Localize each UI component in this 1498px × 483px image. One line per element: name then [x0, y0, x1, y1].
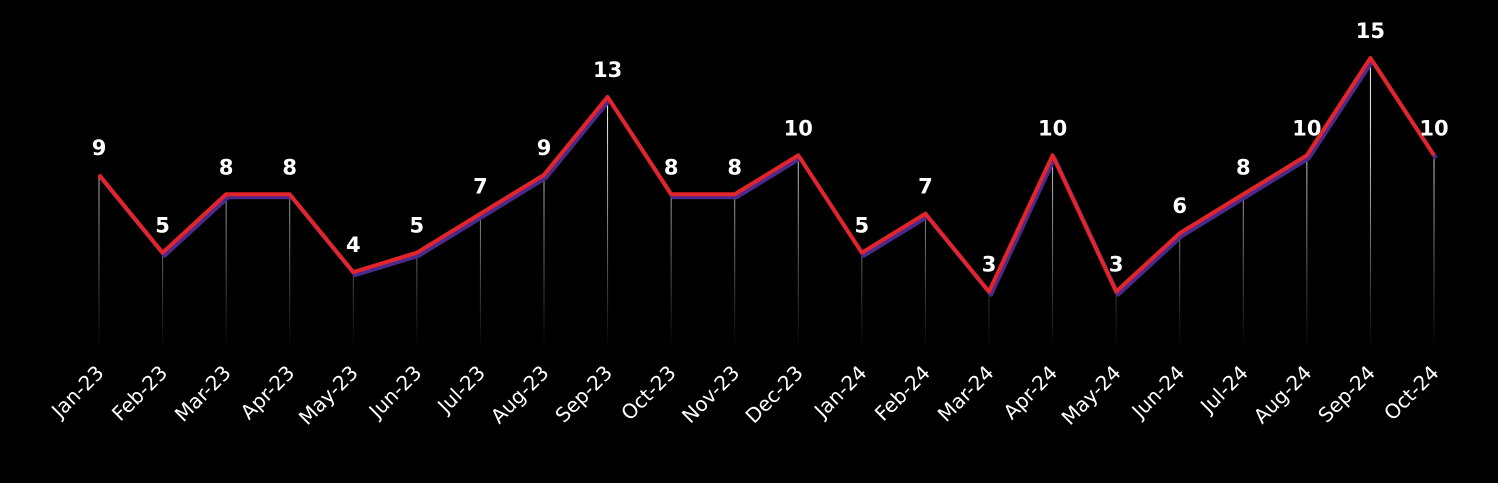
- x-tick-label: May-24: [1057, 361, 1126, 430]
- x-tick-label: Jun-23: [363, 361, 427, 425]
- x-tick-label: Jul-24: [1194, 361, 1253, 420]
- data-label: 10: [1038, 116, 1067, 140]
- x-tick-label: Jan-23: [45, 361, 108, 424]
- data-label: 5: [155, 214, 170, 238]
- x-tick-label: May-23: [294, 361, 363, 430]
- data-label: 7: [473, 175, 488, 199]
- data-label: 9: [537, 136, 552, 160]
- data-label: 8: [727, 155, 742, 179]
- x-tick-label: Jan-24: [808, 361, 871, 424]
- data-label: 8: [664, 155, 679, 179]
- x-tick-label: Aug-24: [1249, 361, 1317, 429]
- x-tick-label: Nov-23: [677, 361, 744, 428]
- data-label: 3: [1109, 253, 1124, 277]
- line: [97, 56, 1436, 294]
- data-label: 15: [1356, 19, 1385, 43]
- x-tick-label: Feb-23: [107, 361, 172, 426]
- x-tick-label: Aug-23: [486, 361, 554, 429]
- data-label: 6: [1172, 194, 1187, 218]
- data-label: 7: [918, 175, 933, 199]
- x-tick-label: Mar-23: [170, 361, 236, 427]
- x-tick-label: Feb-24: [870, 361, 935, 426]
- x-tick-label: Mar-24: [933, 361, 999, 427]
- x-tick-label: Dec-23: [740, 361, 807, 428]
- data-label: 9: [92, 136, 107, 160]
- data-label: 13: [593, 58, 622, 82]
- data-label: 4: [346, 233, 361, 257]
- data-label: 8: [219, 155, 234, 179]
- data-label: 10: [784, 116, 813, 140]
- data-label: 5: [855, 214, 870, 238]
- x-tick-label: Sep-23: [550, 361, 617, 428]
- data-label: 10: [1292, 116, 1321, 140]
- data-label: 8: [282, 155, 297, 179]
- x-tick-label: Oct-24: [1379, 361, 1444, 426]
- x-tick-label: Jul-23: [431, 361, 490, 420]
- x-tick-label: Sep-24: [1313, 361, 1380, 428]
- x-tick-label: Oct-23: [616, 361, 681, 426]
- data-label: 8: [1236, 155, 1251, 179]
- data-label: 10: [1419, 116, 1448, 140]
- data-label: 3: [982, 253, 997, 277]
- x-tick-label: Apr-24: [998, 361, 1062, 425]
- data-label: 5: [410, 214, 425, 238]
- x-tick-label: Apr-23: [236, 361, 300, 425]
- x-tick-label: Jun-24: [1126, 361, 1190, 425]
